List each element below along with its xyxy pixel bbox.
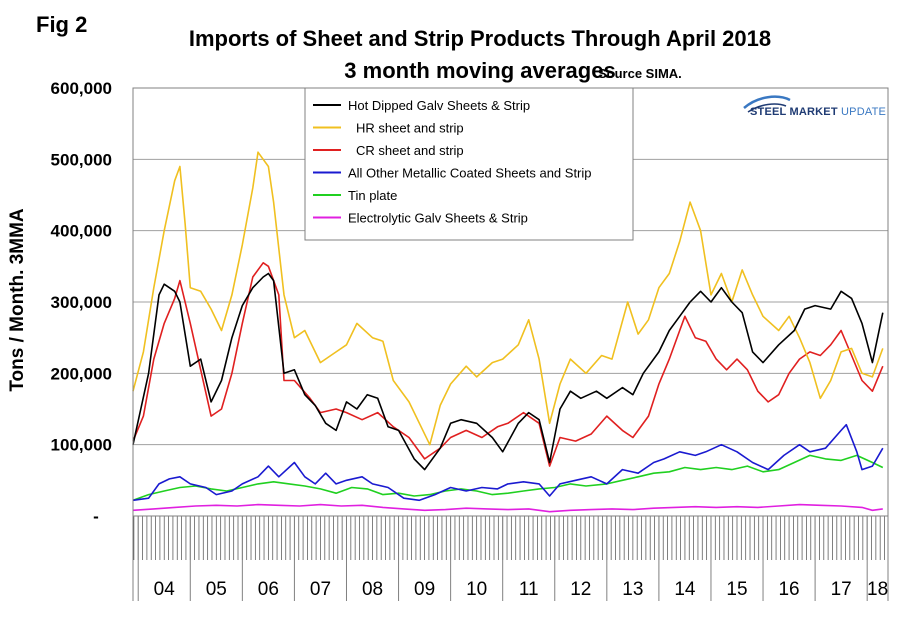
x-tick-label: 17 <box>831 579 852 600</box>
x-tick-label: 08 <box>362 579 383 600</box>
brand-text: STEEL MARKET UPDATE <box>750 106 887 118</box>
x-tick-label: 18 <box>867 579 888 600</box>
brand-logo <box>743 95 791 113</box>
series-line-hot-dipped-galv-sheets-strip <box>132 272 884 471</box>
y-tick-label: 100,000 <box>51 436 112 455</box>
x-axis: 04 05 06 07 08 09 10 11 12 13 14 15 16 17 18 <box>132 515 889 601</box>
y-tick-label: - <box>93 507 99 526</box>
x-tick-label: 11 <box>519 579 539 600</box>
x-tick-label: 05 <box>206 579 227 600</box>
series-line-electrolytic-galv-sheets-strip <box>132 503 883 513</box>
figure-label: Fig 2 <box>36 12 88 37</box>
y-tick-label: 500,000 <box>51 150 112 169</box>
y-tick-label: 400,000 <box>51 222 112 241</box>
logo-swoosh-inner <box>747 103 787 113</box>
x-tick-label: 14 <box>674 579 696 600</box>
series-line-cr-sheet-and-strip <box>132 262 884 467</box>
x-tick-label: 07 <box>310 579 331 600</box>
legend-label: HR sheet and strip <box>356 121 464 136</box>
y-tick-label: 600,000 <box>51 79 112 98</box>
series-line-hr-sheet-and-strip <box>132 151 884 446</box>
chart-title: Imports of Sheet and Strip Products Thro… <box>188 26 772 51</box>
x-tick-label: 15 <box>726 579 747 600</box>
chart-subtitle: 3 month moving averages <box>344 58 616 83</box>
source-note: Source SIMA. <box>598 66 682 81</box>
x-tick-label: 06 <box>258 579 279 600</box>
legend-label: Hot Dipped Galv Sheets & Strip <box>348 98 530 113</box>
y-tick-label: 200,000 <box>51 364 112 383</box>
series-line-tin-plate <box>132 454 884 502</box>
legend-label: Electrolytic Galv Sheets & Strip <box>348 211 528 226</box>
x-tick-label: 16 <box>778 579 799 600</box>
legend-label: Tin plate <box>348 188 397 203</box>
x-tick-label: 13 <box>622 579 643 600</box>
series-lines <box>132 151 884 513</box>
logo-swoosh <box>743 95 791 109</box>
y-axis-ticks: - 100,000 200,000 300,000 400,000 500,000 600,… <box>51 79 112 526</box>
x-tick-label: 09 <box>414 579 435 600</box>
x-tick-label: 04 <box>154 579 176 600</box>
series-line-all-other-metallic-coated-sheets-and-strip <box>132 423 884 502</box>
y-tick-label: 300,000 <box>51 293 112 312</box>
legend-label: All Other Metallic Coated Sheets and Str… <box>348 166 592 181</box>
x-tick-label: 10 <box>466 579 487 600</box>
legend-box <box>304 87 634 241</box>
legend-label: CR sheet and strip <box>356 143 464 158</box>
x-tick-label: 12 <box>570 579 591 600</box>
legend: Hot Dipped Galv Sheets & Strip HR sheet a… <box>304 87 634 241</box>
